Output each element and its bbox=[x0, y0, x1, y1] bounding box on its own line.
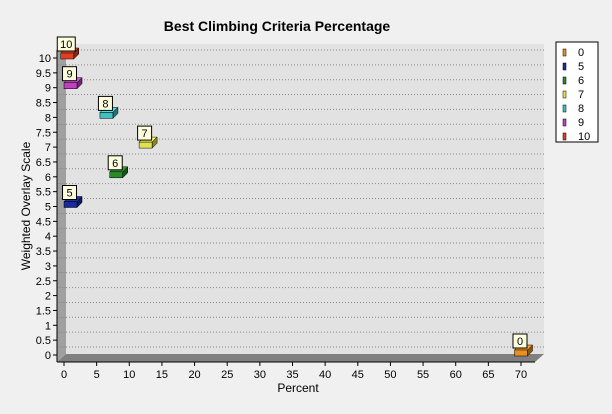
y-tick-label: 0.5 bbox=[36, 335, 51, 347]
data-label-box bbox=[97, 95, 113, 111]
y-tick-label: 6 bbox=[45, 172, 51, 184]
y-tick-label: 2.5 bbox=[36, 276, 51, 288]
data-label: 9 bbox=[66, 69, 72, 81]
legend-swatch bbox=[562, 104, 567, 113]
x-tick-label: 5 bbox=[94, 369, 100, 381]
point-front bbox=[99, 112, 114, 119]
y-tick-label: 1.5 bbox=[36, 305, 51, 317]
x-axis-title: Percent bbox=[277, 381, 319, 395]
x-tick-label: 70 bbox=[515, 369, 527, 381]
x-tick-label: 50 bbox=[384, 369, 396, 381]
y-tick-label: 7 bbox=[45, 142, 51, 154]
y-tick-label: 2 bbox=[45, 291, 51, 303]
legend-label: 6 bbox=[578, 75, 584, 87]
y-tick-label: 9.5 bbox=[36, 68, 51, 80]
data-label-box bbox=[512, 333, 528, 349]
data-label-box bbox=[107, 155, 123, 171]
legend-item-9: 9 bbox=[562, 117, 584, 129]
legend-label: 10 bbox=[578, 131, 590, 143]
x-tick-label: 30 bbox=[254, 369, 266, 381]
x-ticks: 0 5 10 15 20 25 30 35 40 45 50 55 60 65 70 bbox=[61, 362, 527, 381]
data-label: 0 bbox=[517, 336, 523, 348]
data-label-box bbox=[62, 185, 78, 200]
data-label-box bbox=[62, 66, 78, 82]
left-wall bbox=[57, 44, 66, 362]
data-label: 5 bbox=[66, 188, 72, 200]
data-label: 6 bbox=[112, 158, 118, 170]
y-tick-label: 9 bbox=[45, 83, 51, 95]
plot-area bbox=[66, 44, 544, 354]
legend-item-8: 8 bbox=[562, 103, 584, 115]
point-front bbox=[63, 82, 78, 89]
x-tick-label: 60 bbox=[450, 369, 462, 381]
legend-label: 8 bbox=[578, 103, 584, 115]
point-0: 0 bbox=[512, 333, 534, 357]
legend-swatch bbox=[562, 132, 567, 141]
legend-item-6: 6 bbox=[562, 75, 584, 87]
y-tick-label: 5.5 bbox=[36, 187, 51, 199]
y-tick-label: 8.5 bbox=[36, 98, 51, 110]
data-label-box bbox=[56, 36, 76, 52]
legend-label: 7 bbox=[578, 89, 584, 101]
y-tick-label: 10 bbox=[39, 53, 51, 65]
legend-label: 9 bbox=[578, 117, 584, 129]
point-7: 7 bbox=[137, 125, 158, 149]
y-tick-label: 3.5 bbox=[36, 246, 51, 258]
legend-item-7: 7 bbox=[562, 89, 584, 101]
legend-items: 0 5 6 7 8 9 10 bbox=[562, 47, 590, 143]
data-label-box bbox=[137, 125, 153, 141]
x-tick-label: 15 bbox=[156, 369, 168, 381]
point-front bbox=[109, 171, 123, 179]
point-front bbox=[63, 201, 78, 208]
y-tick-label: 7.5 bbox=[36, 127, 51, 139]
legend-swatch bbox=[562, 118, 567, 127]
point-front bbox=[60, 52, 75, 60]
x-tick-label: 0 bbox=[61, 369, 67, 381]
y-tick-label: 4 bbox=[45, 231, 51, 243]
y-tick-label: 6.5 bbox=[36, 157, 51, 169]
x-tick-label: 45 bbox=[352, 369, 364, 381]
legend-label: 5 bbox=[578, 61, 584, 73]
y-axis-title: Weighted Overlay Scale bbox=[19, 141, 33, 270]
legend-swatch bbox=[562, 62, 567, 71]
point-6: 6 bbox=[107, 155, 129, 179]
legend-swatch bbox=[562, 90, 567, 99]
y-tick-label: 0 bbox=[45, 350, 51, 362]
y-tick-label: 8 bbox=[45, 112, 51, 124]
x-tick-label: 40 bbox=[319, 369, 331, 381]
data-label: 7 bbox=[142, 128, 148, 140]
y-tick-label: 1 bbox=[45, 320, 51, 332]
y-tick-label: 4.5 bbox=[36, 216, 51, 228]
legend-item-0: 0 bbox=[562, 47, 584, 59]
x-tick-label: 55 bbox=[417, 369, 429, 381]
y-tick-label: 3 bbox=[45, 261, 51, 273]
data-marks: 0 5 6 7 8 9 10 bbox=[56, 36, 534, 357]
chart-title: Best Climbing Criteria Percentage bbox=[164, 18, 391, 34]
x-tick-label: 10 bbox=[123, 369, 135, 381]
point-front bbox=[514, 349, 528, 357]
x-tick-label: 25 bbox=[221, 369, 233, 381]
legend-swatch bbox=[562, 48, 567, 57]
point-8: 8 bbox=[97, 95, 119, 120]
point-5: 5 bbox=[62, 185, 83, 209]
legend-item-10: 10 bbox=[562, 131, 590, 143]
legend-item-5: 5 bbox=[562, 61, 584, 73]
x-tick-label: 65 bbox=[482, 369, 494, 381]
x-tick-label: 35 bbox=[286, 369, 298, 381]
point-10: 10 bbox=[56, 36, 80, 60]
point-front bbox=[138, 141, 153, 149]
legend-swatch bbox=[562, 76, 567, 85]
floor bbox=[57, 354, 544, 362]
y-tick-label: 5 bbox=[45, 202, 51, 214]
point-9: 9 bbox=[62, 66, 83, 90]
x-tick-label: 20 bbox=[188, 369, 200, 381]
legend bbox=[555, 41, 599, 143]
y-ticks: 0 0.5 1 1.5 2 2.5 3 3.5 4 4.5 5 5.5 6 6.5 7 7.5 8 8.5 9 9.5… bbox=[36, 53, 57, 362]
data-label: 8 bbox=[102, 98, 108, 110]
data-label: 10 bbox=[60, 39, 72, 51]
legend-label: 0 bbox=[578, 47, 584, 59]
